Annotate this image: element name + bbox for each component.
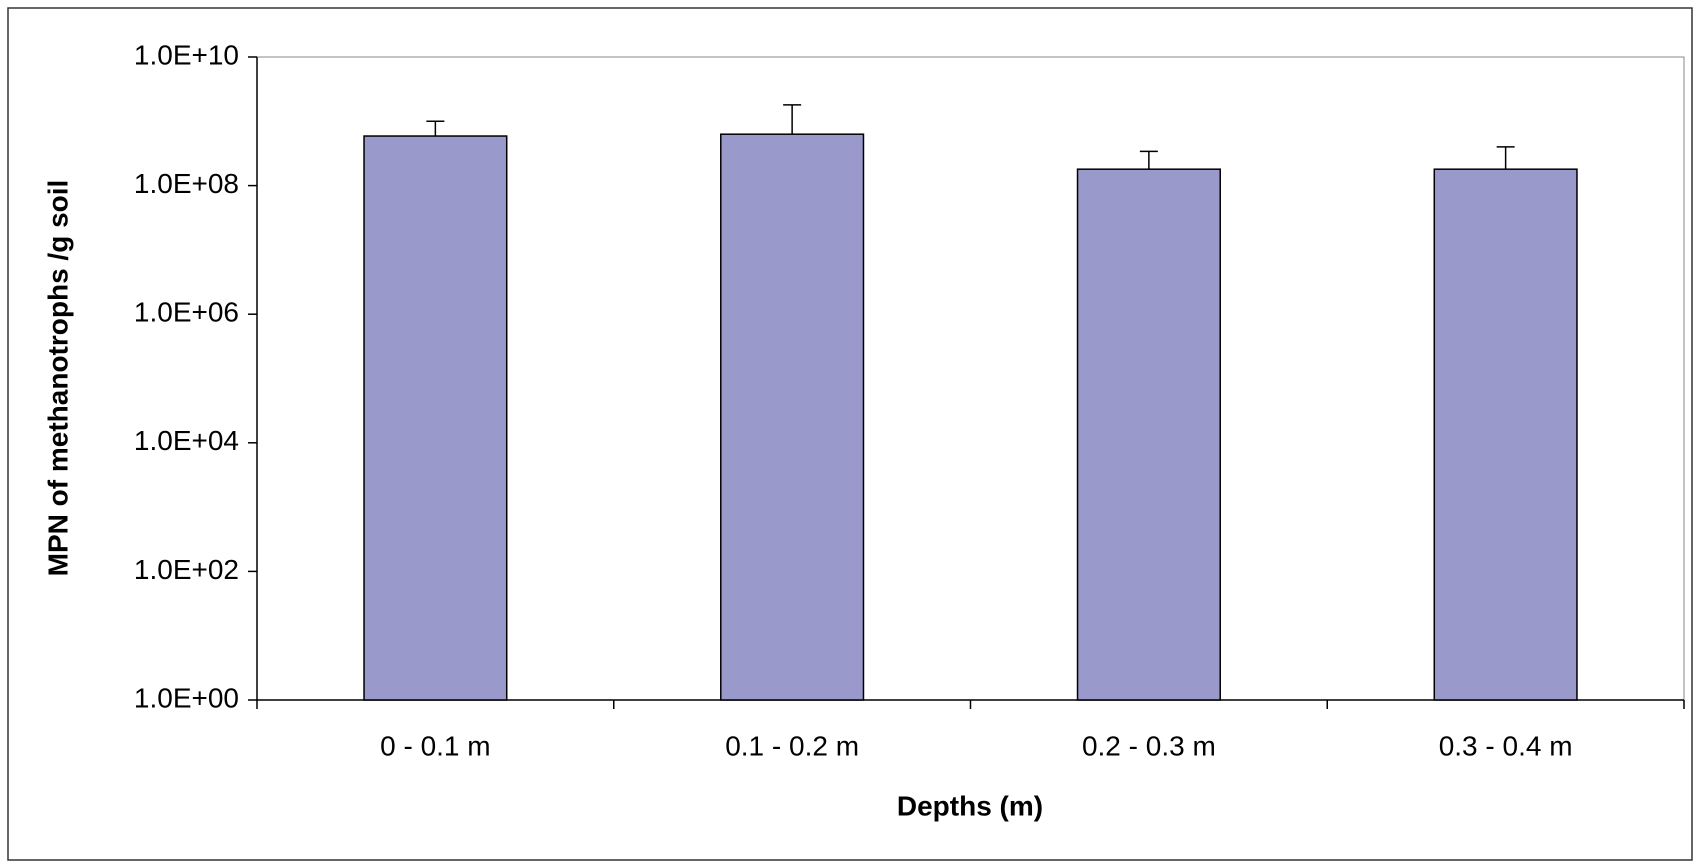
y-axis-title: MPN of methanotrophs /g soil — [42, 180, 73, 577]
x-tick-label: 0.3 - 0.4 m — [1439, 730, 1573, 761]
y-tick-label: 1.0E+00 — [134, 682, 239, 713]
y-tick-label: 1.0E+10 — [134, 39, 239, 70]
x-tick-label: 0.2 - 0.3 m — [1082, 730, 1216, 761]
chart-border — [7, 7, 1693, 861]
x-tick-label: 0.1 - 0.2 m — [725, 730, 859, 761]
bar — [1433, 168, 1578, 701]
bar — [363, 135, 508, 701]
bar — [720, 133, 865, 701]
y-tick-label: 1.0E+06 — [134, 297, 239, 328]
y-tick-label: 1.0E+08 — [134, 168, 239, 199]
bar — [1076, 168, 1221, 701]
y-tick-label: 1.0E+04 — [134, 425, 239, 456]
y-tick-label: 1.0E+02 — [134, 554, 239, 585]
x-tick-label: 0 - 0.1 m — [380, 730, 490, 761]
x-axis-title: Depths (m) — [897, 790, 1043, 821]
